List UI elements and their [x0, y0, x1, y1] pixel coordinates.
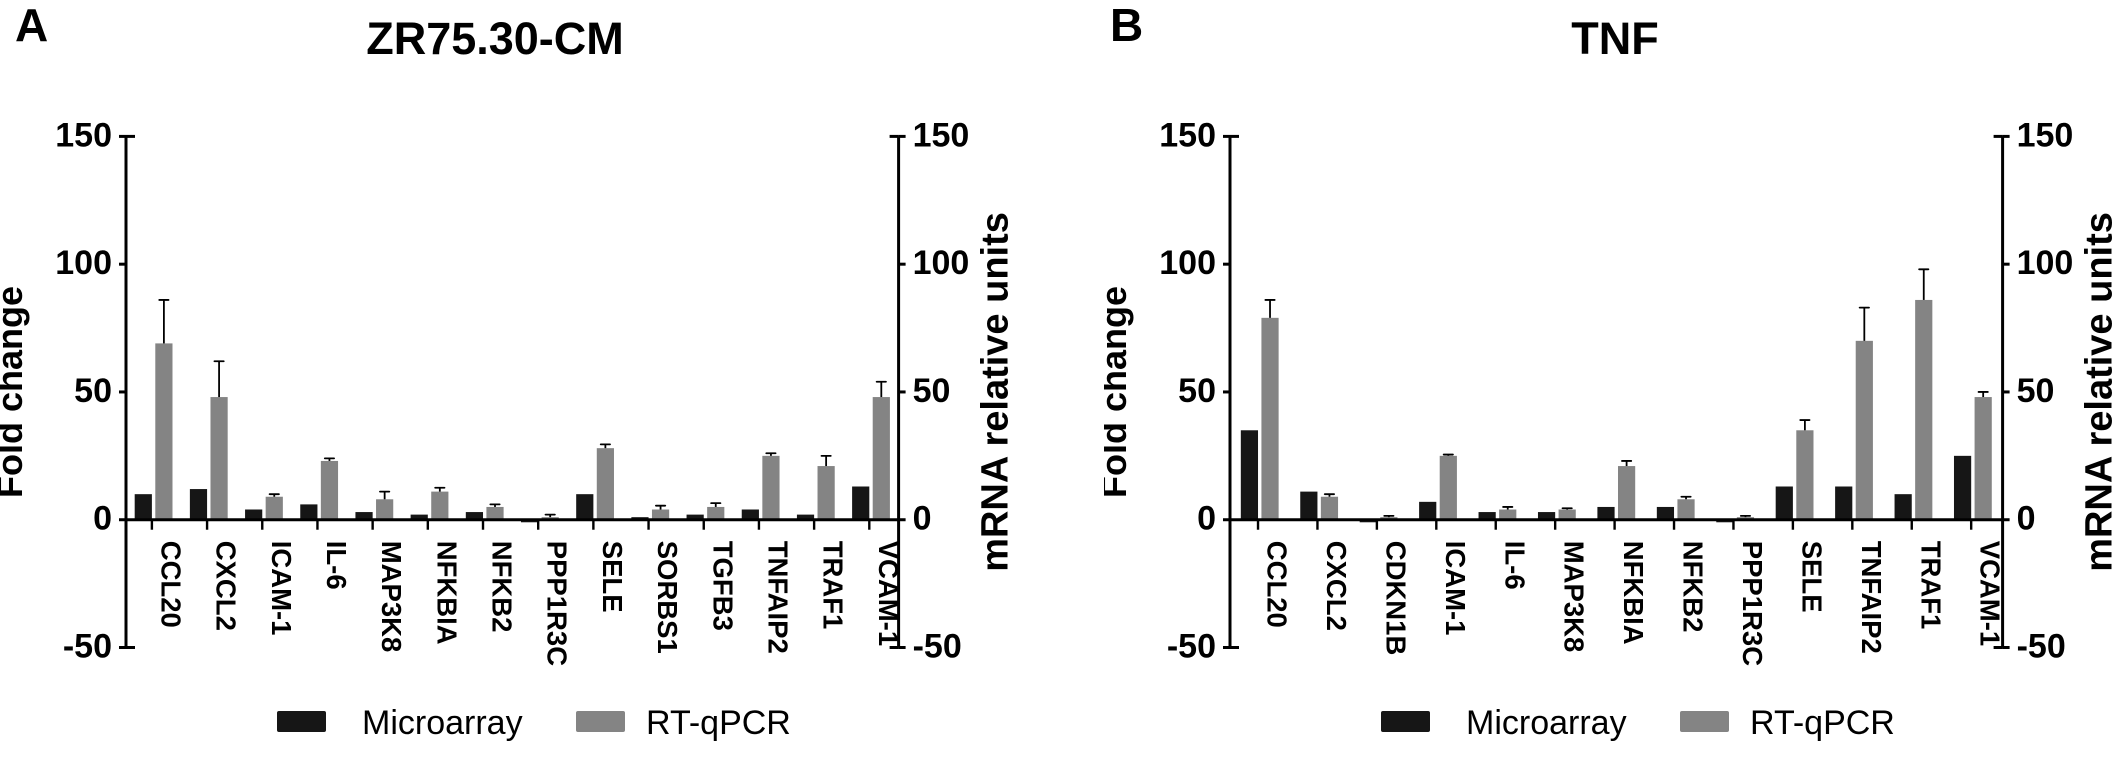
svg-text:CXCL2: CXCL2	[1321, 541, 1352, 631]
svg-text:-50: -50	[2017, 628, 2066, 666]
svg-text:NFKBIA: NFKBIA	[431, 541, 462, 645]
svg-text:Fold change: Fold change	[1104, 286, 1134, 498]
svg-text:100: 100	[913, 244, 970, 282]
svg-text:MAP3K8: MAP3K8	[1559, 541, 1590, 653]
svg-text:150: 150	[913, 116, 970, 154]
svg-text:50: 50	[913, 372, 951, 410]
svg-text:ICAM-1: ICAM-1	[266, 541, 297, 636]
svg-text:-50: -50	[63, 628, 112, 666]
svg-text:TNFAIP2: TNFAIP2	[762, 541, 793, 654]
svg-text:100: 100	[1160, 244, 1217, 282]
svg-text:PPP1R3C: PPP1R3C	[542, 541, 573, 666]
svg-text:0: 0	[93, 500, 112, 538]
svg-text:mRNA relative units: mRNA relative units	[2079, 212, 2121, 572]
svg-text:NFKBIA: NFKBIA	[1618, 541, 1649, 645]
svg-text:TRAF1: TRAF1	[1916, 541, 1947, 630]
svg-text:CCL20: CCL20	[155, 541, 186, 628]
svg-text:150: 150	[55, 116, 112, 154]
svg-text:mRNA relative units: mRNA relative units	[975, 212, 1017, 572]
svg-text:50: 50	[2017, 372, 2055, 410]
svg-text:50: 50	[74, 372, 112, 410]
svg-text:CCL20: CCL20	[1262, 541, 1293, 628]
svg-text:0: 0	[2017, 500, 2036, 538]
svg-text:IL-6: IL-6	[1500, 541, 1531, 590]
svg-text:Fold change: Fold change	[0, 286, 30, 498]
svg-text:VCAM-1: VCAM-1	[1975, 541, 2006, 646]
svg-text:TRAF1: TRAF1	[818, 541, 849, 630]
svg-text:PPP1R3C: PPP1R3C	[1737, 541, 1768, 666]
svg-text:0: 0	[1197, 500, 1216, 538]
svg-text:NFKB2: NFKB2	[487, 541, 518, 633]
svg-text:SORBS1: SORBS1	[652, 541, 683, 654]
svg-text:MAP3K8: MAP3K8	[376, 541, 407, 653]
svg-text:100: 100	[55, 244, 112, 282]
svg-text:150: 150	[2017, 116, 2074, 154]
svg-text:SELE: SELE	[597, 541, 628, 613]
svg-text:TNFAIP2: TNFAIP2	[1856, 541, 1887, 654]
svg-text:100: 100	[2017, 244, 2074, 282]
svg-text:ICAM-1: ICAM-1	[1440, 541, 1471, 636]
svg-text:-50: -50	[1167, 628, 1216, 666]
svg-text:-50: -50	[913, 628, 962, 666]
svg-text:50: 50	[1178, 372, 1216, 410]
svg-text:CDKN1B: CDKN1B	[1381, 541, 1412, 656]
svg-text:TGFB3: TGFB3	[707, 541, 738, 631]
svg-text:0: 0	[913, 500, 932, 538]
svg-text:IL-6: IL-6	[321, 541, 352, 590]
svg-text:150: 150	[1160, 116, 1217, 154]
svg-text:CXCL2: CXCL2	[211, 541, 242, 631]
svg-text:NFKB2: NFKB2	[1678, 541, 1709, 633]
svg-text:SELE: SELE	[1797, 541, 1828, 613]
